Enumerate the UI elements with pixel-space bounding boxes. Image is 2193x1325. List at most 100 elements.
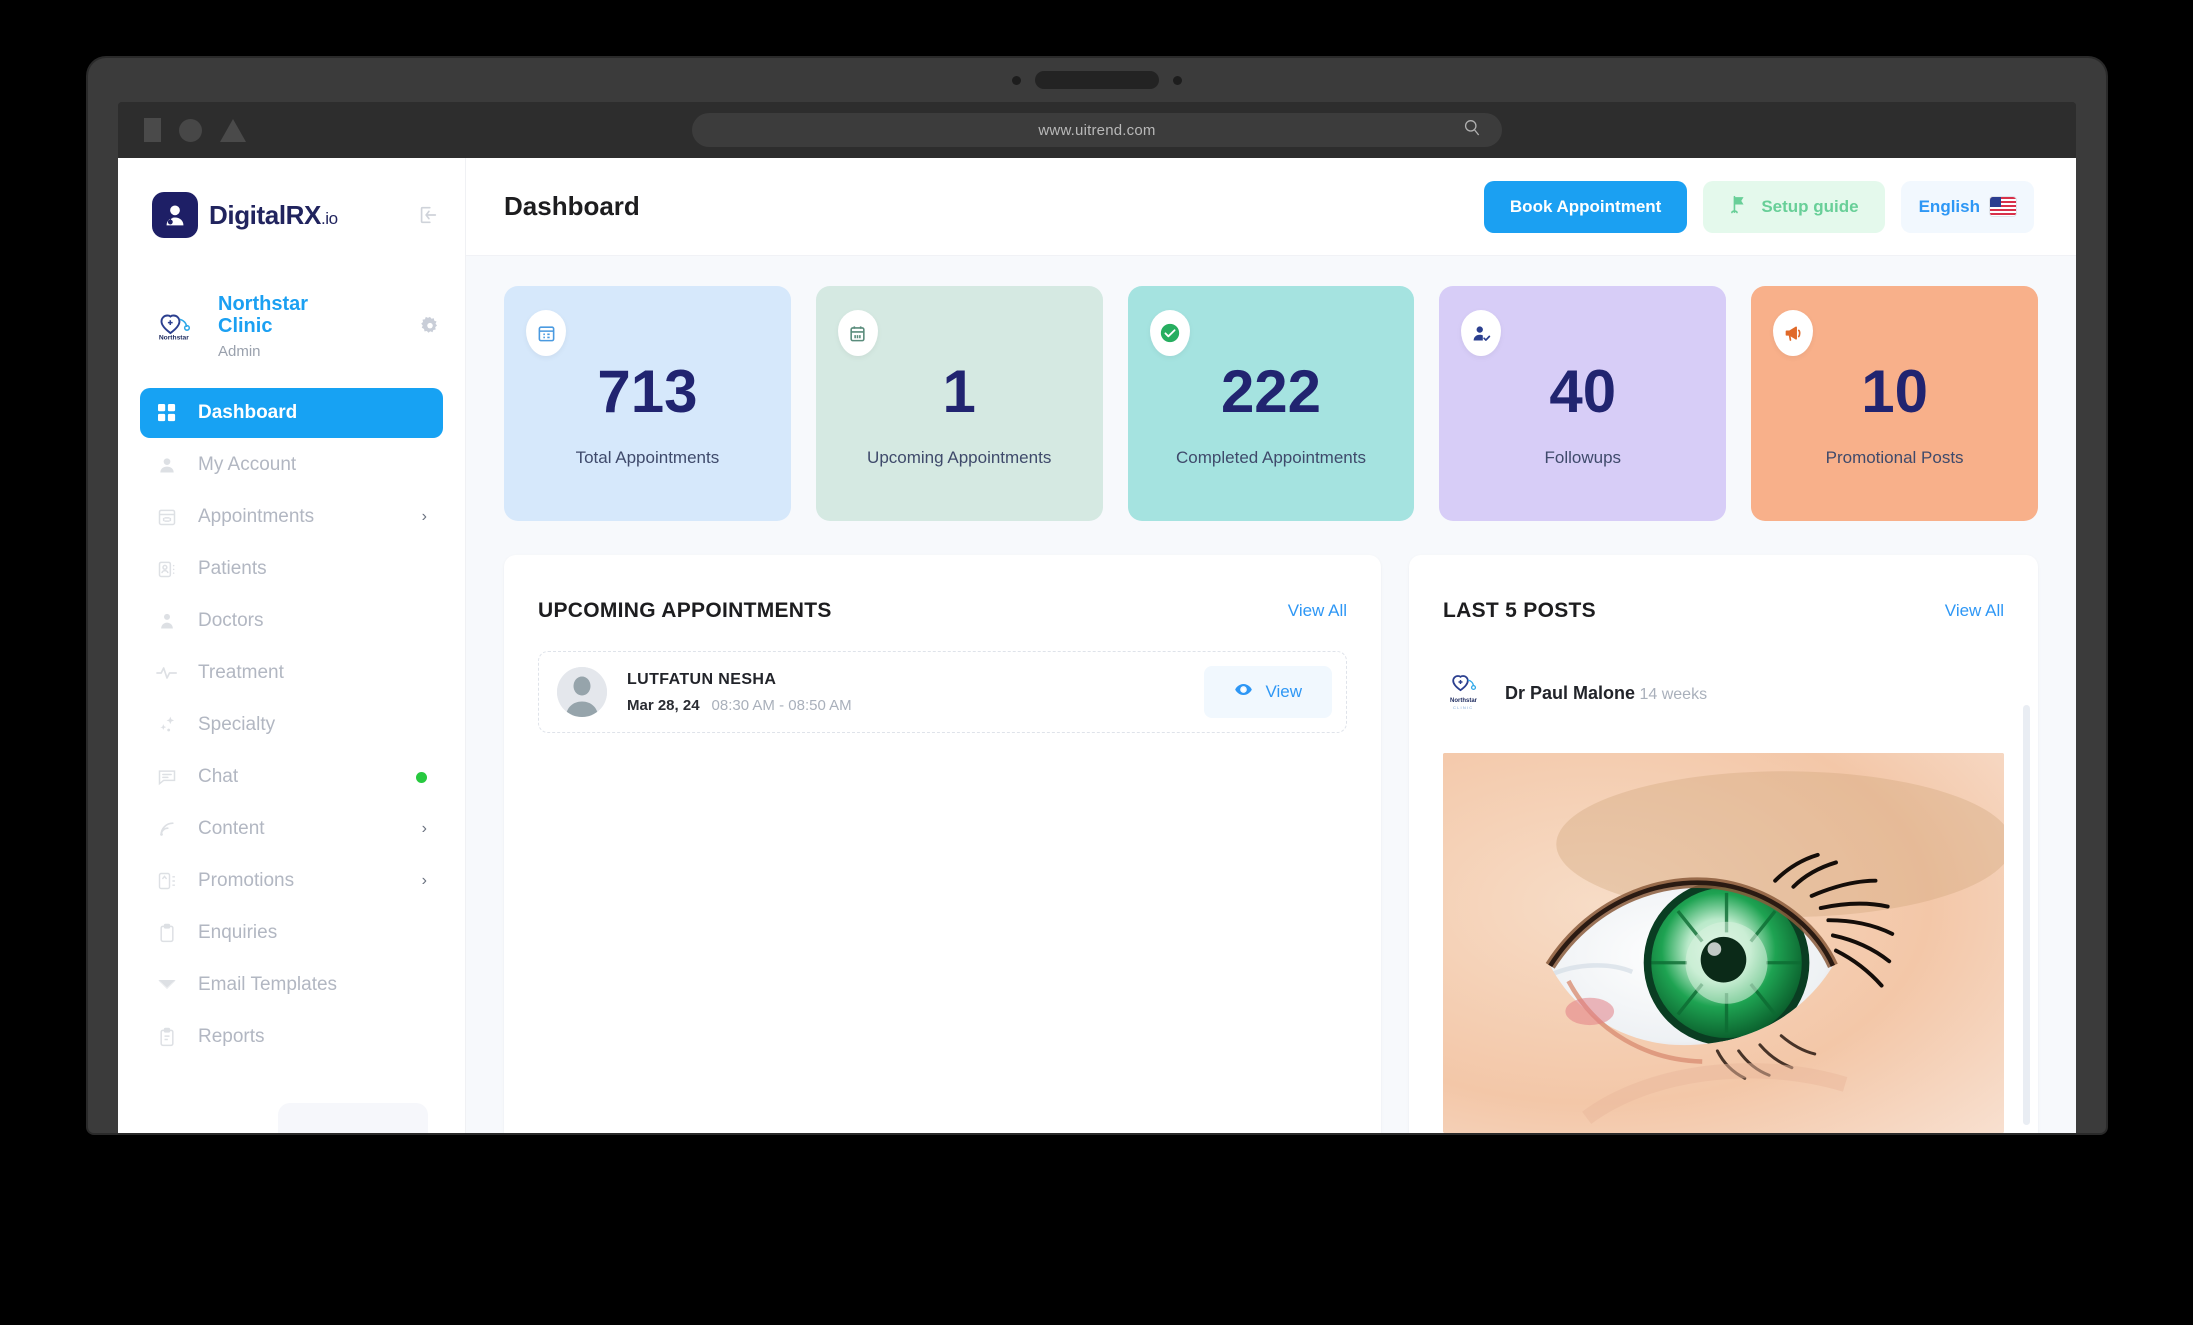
megaphone-list-icon (154, 871, 180, 891)
sidebar-item-label: Specialty (198, 714, 276, 735)
stat-label: Upcoming Appointments (867, 447, 1052, 467)
sidebar-item-label: Content (198, 818, 265, 839)
stat-label: Total Appointments (575, 447, 720, 467)
svg-text:Northstar: Northstar (1450, 698, 1478, 704)
sidebar-item-chat[interactable]: Chat (140, 752, 443, 802)
gear-icon[interactable] (419, 315, 441, 337)
setup-guide-button[interactable]: Setup guide (1703, 180, 1885, 233)
post-author: Dr Paul Malone (1505, 682, 1636, 703)
stat-label: Followups (1544, 447, 1622, 467)
window-triangle-icon[interactable] (220, 118, 246, 142)
sidebar-item-content[interactable]: Content › (140, 804, 443, 854)
stat-value: 40 (1549, 357, 1617, 425)
post-list: Northstar CLINIC Dr Paul Malone 14 weeks (1409, 623, 2038, 1133)
panel-header: UPCOMING APPOINTMENTS View All (504, 555, 1381, 623)
sidebar-item-my-account[interactable]: My Account (140, 440, 443, 490)
stat-value: 222 (1220, 357, 1322, 425)
sidebar-item-label: My Account (198, 454, 297, 475)
sidebar-item-label: Appointments (198, 506, 315, 527)
check-circle-icon (1149, 310, 1190, 356)
appointment-row[interactable]: LUTFATUN NESHA Mar 28, 24 08:30 AM - 08:… (538, 651, 1347, 733)
laptop-frame: www.uitrend.com (88, 58, 2106, 1133)
sidebar-item-label: Chat (198, 766, 239, 787)
search-icon[interactable] (1462, 118, 1482, 143)
svg-text:CLINIC: CLINIC (1453, 705, 1473, 710)
svg-text:Northstar: Northstar (159, 334, 189, 341)
sidebar-footer-card (278, 1103, 428, 1133)
view-all-link[interactable]: View All (1944, 601, 2004, 620)
brand-row[interactable]: DigitalRX.io (118, 184, 465, 246)
sidebar-item-email-templates[interactable]: Email Templates (140, 960, 443, 1010)
sidebar-item-label: Reports (198, 1026, 265, 1047)
language-label: English (1918, 196, 1980, 216)
view-all-link[interactable]: View All (1287, 601, 1347, 620)
view-button-label: View (1265, 682, 1302, 701)
url-text: www.uitrend.com (1038, 121, 1156, 139)
northstar-clinic-logo-icon: Northstar (148, 298, 204, 354)
chevron-right-icon: › (421, 872, 427, 889)
megaphone-icon (1773, 310, 1814, 356)
stat-card-completed-appointments[interactable]: 222 Completed Appointments (1127, 286, 1415, 521)
sidebar-item-dashboard[interactable]: Dashboard (140, 388, 443, 438)
post-info: Dr Paul Malone 14 weeks (1505, 683, 1707, 704)
main-content: Dashboard Book Appointment Setup guide (466, 158, 2076, 1133)
sidebar-item-treatment[interactable]: Treatment (140, 648, 443, 698)
northstar-clinic-logo-icon: Northstar CLINIC (1443, 669, 1485, 717)
id-card-icon (154, 559, 180, 579)
clinic-info: Northstar Clinic Admin (218, 293, 330, 360)
sidebar-item-label: Patients (198, 558, 267, 579)
post-header: Northstar CLINIC Dr Paul Malone 14 weeks (1443, 669, 2004, 717)
sidebar-item-label: Enquiries (198, 922, 278, 943)
sidebar-item-label: Promotions (198, 870, 295, 891)
sidebar-item-label: Email Templates (198, 974, 338, 995)
dashboard-panels: UPCOMING APPOINTMENTS View All (504, 555, 2038, 1133)
stat-value: 1 (942, 357, 976, 425)
doctor-icon (154, 611, 180, 631)
posts-scrollbar[interactable] (2023, 705, 2030, 1125)
window-controls[interactable] (144, 118, 246, 142)
appointment-meta: Mar 28, 24 08:30 AM - 08:50 AM (627, 697, 852, 714)
dashboard-content: 713 Total Appointments 1 Upcoming Appoin… (466, 256, 2076, 1133)
stat-card-total-appointments[interactable]: 713 Total Appointments (504, 286, 791, 521)
stat-card-followups[interactable]: 40 Followups (1439, 286, 1727, 521)
grid-icon (154, 404, 180, 422)
calendar-alt-icon (837, 310, 878, 356)
chevron-right-icon: › (421, 820, 427, 837)
sidebar-item-specialty[interactable]: Specialty (140, 700, 443, 750)
report-icon (154, 1027, 180, 1047)
sidebar-item-doctors[interactable]: Doctors (140, 596, 443, 646)
window-circle-icon[interactable] (179, 118, 202, 142)
eye-icon (1234, 680, 1253, 704)
envelope-icon (154, 975, 180, 995)
browser-window: www.uitrend.com (118, 102, 2076, 1133)
sensor-dot-left (1012, 75, 1021, 85)
post-time: 14 weeks (1639, 685, 1708, 703)
stat-label: Promotional Posts (1825, 447, 1964, 467)
appointment-info: LUTFATUN NESHA Mar 28, 24 08:30 AM - 08:… (627, 671, 852, 714)
clinic-row[interactable]: Northstar Northstar Clinic Admin (118, 286, 465, 366)
sidebar-item-patients[interactable]: Patients (140, 544, 443, 594)
digitalrx-logo-icon (152, 192, 198, 238)
sidebar-item-enquiries[interactable]: Enquiries (140, 908, 443, 958)
sparkle-icon (154, 715, 180, 735)
sidebar-item-appointments[interactable]: Appointments › (140, 492, 443, 542)
sidebar-item-promotions[interactable]: Promotions › (140, 856, 443, 906)
sidebar-item-label: Dashboard (198, 402, 298, 423)
url-bar[interactable]: www.uitrend.com (692, 113, 1502, 147)
book-appointment-button[interactable]: Book Appointment (1483, 180, 1688, 233)
window-square-icon[interactable] (144, 118, 161, 142)
stat-card-upcoming-appointments[interactable]: 1 Upcoming Appointments (815, 286, 1103, 521)
browser-chrome: www.uitrend.com (118, 102, 2076, 158)
camera-notch (1035, 71, 1159, 89)
language-selector-button[interactable]: English (1900, 180, 2034, 233)
appointment-time: 08:30 AM - 08:50 AM (711, 696, 852, 714)
stat-card-promotional-posts[interactable]: 10 Promotional Posts (1751, 286, 2038, 521)
page-title: Dashboard (504, 191, 640, 221)
post-image[interactable] (1443, 753, 2004, 1133)
clipboard-icon (154, 923, 180, 943)
collapse-sidebar-icon[interactable] (415, 202, 441, 228)
flag-icon (1729, 193, 1749, 220)
view-appointment-button[interactable]: View (1204, 666, 1332, 718)
sidebar-item-reports[interactable]: Reports (140, 1012, 443, 1062)
patient-name: LUTFATUN NESHA (627, 670, 777, 688)
